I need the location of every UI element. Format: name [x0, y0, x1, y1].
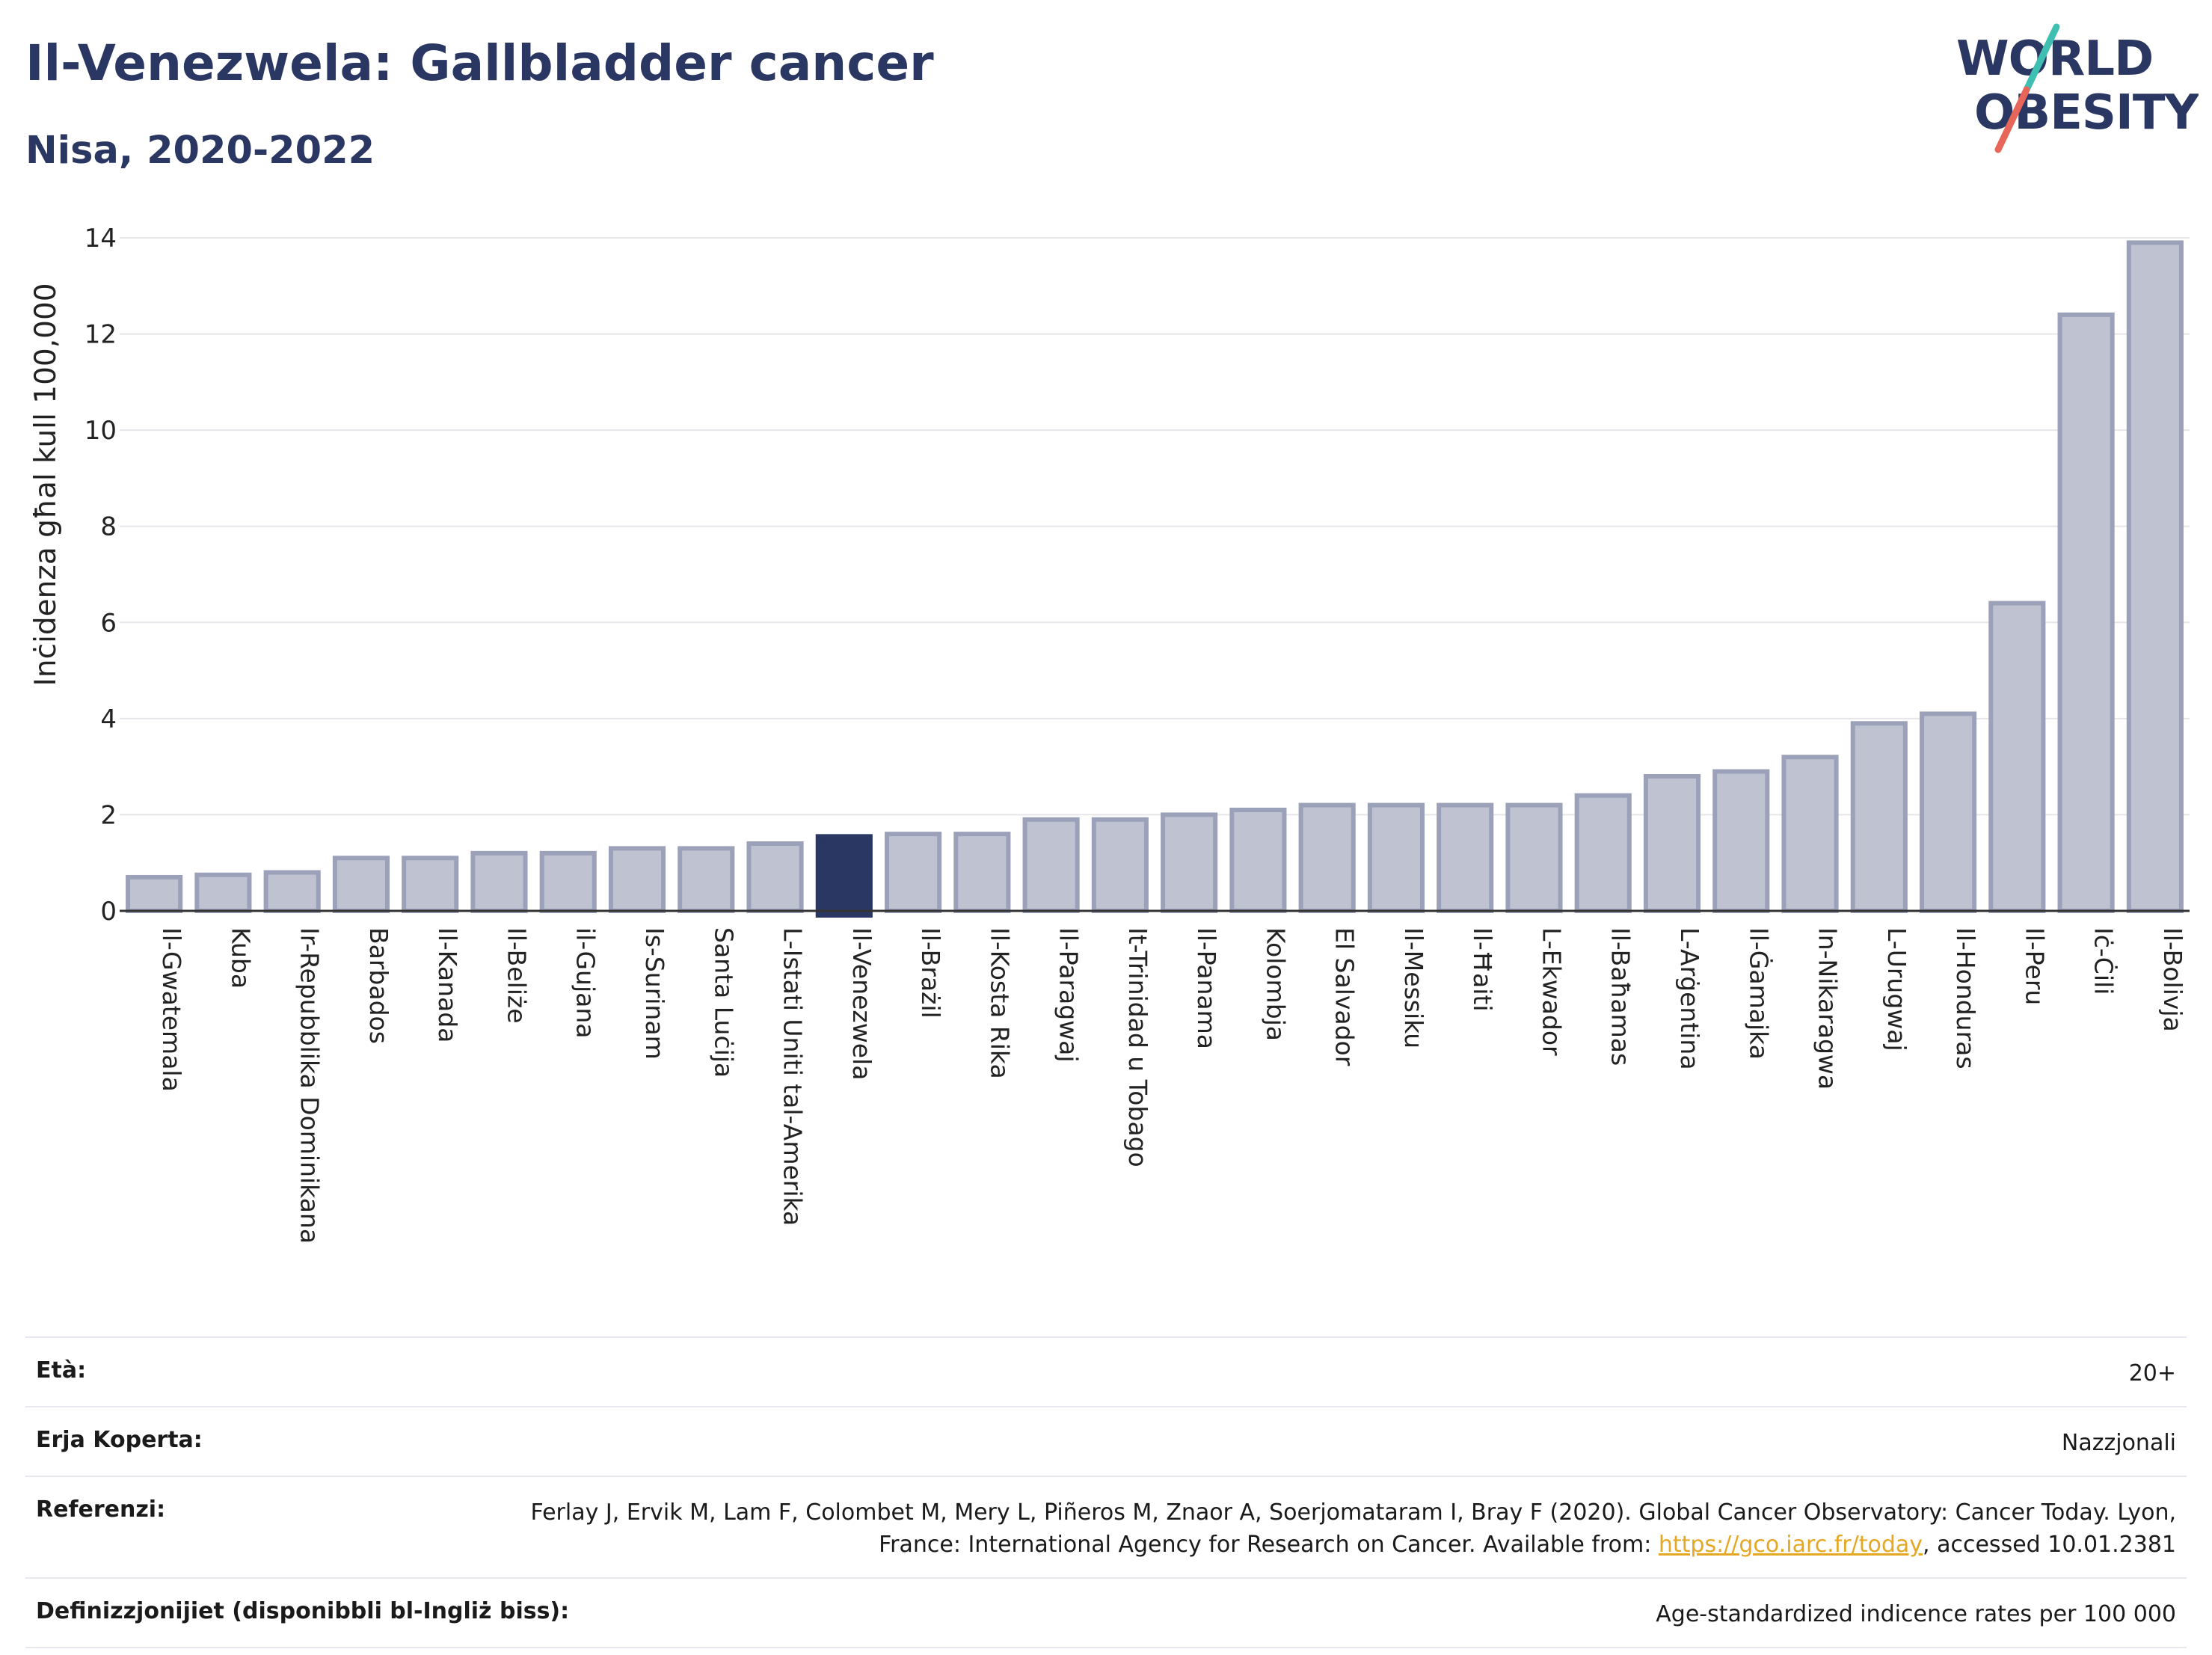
x-tick-label: Il-Panama: [1192, 927, 1221, 1049]
y-tick-label: 10: [85, 416, 117, 446]
x-tick-label: Kuba: [226, 927, 255, 989]
bar-chart: 0 2 4 6 8 10 12 14 Il-Gwatemala Kuba Ir-Repubblik…: [29, 224, 2190, 1244]
definitions-value: Age-standardized indicence rates per 100…: [1656, 1601, 2176, 1627]
references-label: Referenzi:: [36, 1496, 166, 1523]
y-tick-label: 0: [100, 897, 117, 927]
bar: [885, 832, 942, 913]
references-text: Ferlay J, Ervik M, Lam F, Colombet M, Me…: [530, 1499, 2176, 1558]
x-tick-label: It-Trinidad u Tobago: [1123, 927, 1152, 1167]
x-tick-label: Il-Beliże: [502, 927, 531, 1024]
x-axis-labels: Il-Gwatemala Kuba Ir-Repubblika Dominikana…: [157, 927, 2187, 1244]
area-label: Erja Koperta:: [36, 1427, 203, 1453]
bar: [1712, 769, 1770, 913]
y-tick-label: 12: [85, 320, 117, 350]
x-tick-label: Il-Bolivja: [2158, 927, 2187, 1032]
x-tick-label: Il-Messiku: [1399, 927, 1428, 1048]
page-title: Il-Venezwela: Gallbladder cancer: [25, 34, 934, 92]
x-tick-label: L-Istati Uniti tal-Amerika: [778, 927, 808, 1226]
references-link[interactable]: https://gco.iarc.fr/today: [1658, 1532, 1923, 1558]
logo-line2: OBESITY: [1974, 85, 2199, 141]
grid-lines: [120, 237, 2190, 816]
bar: [1367, 802, 1425, 913]
definitions-label: Definizzjonijiet (disponibbli bl-Ingliż …: [36, 1598, 570, 1624]
bar: [402, 856, 459, 914]
info-row-area: Erja Koperta: Nazzjonali: [25, 1406, 2187, 1476]
bar: [126, 875, 183, 913]
bar: [539, 850, 597, 914]
bar: [953, 832, 1011, 913]
y-axis-ticks: 0 2 4 6 8 10 12 14: [85, 224, 117, 927]
x-tick-label: Il-Honduras: [1951, 927, 1980, 1069]
area-value: Nazzjonali: [2061, 1430, 2176, 1456]
logo-line1: WORLD: [1956, 31, 2153, 87]
x-tick-label: il-Gujana: [571, 927, 600, 1038]
logo-slash-coral: [1994, 86, 2030, 153]
x-tick-label: Il-Ħaiti: [1468, 927, 1497, 1012]
x-tick-label: Kolombja: [1261, 927, 1290, 1041]
bar: [678, 846, 735, 914]
info-table: Età: 20+ Erja Koperta: Nazzjonali Refere…: [25, 1336, 2187, 1648]
bar: [1161, 812, 1218, 914]
x-tick-label: Barbados: [364, 927, 393, 1044]
bar: [2057, 312, 2115, 914]
x-tick-label: Il-Brażil: [916, 927, 945, 1019]
age-value: 20+: [2128, 1360, 2176, 1387]
bar: [1643, 774, 1701, 913]
y-tick-label: 4: [100, 704, 117, 734]
logo-slash-teal: [2023, 23, 2060, 93]
x-tick-label: Is-Surinam: [640, 927, 669, 1060]
bar: [194, 872, 252, 914]
x-tick-label: Il-Peru: [2020, 927, 2049, 1005]
x-tick-label: L-Arġentina: [1675, 927, 1704, 1070]
world-obesity-logo: WORLD OBESITY: [1956, 23, 2199, 153]
x-tick-label: In-Nikaragwa: [1813, 927, 1843, 1090]
bar: [608, 846, 666, 914]
bar: [1988, 601, 2046, 913]
x-tick-label: Ir-Repubblika Dominikana: [295, 927, 325, 1244]
bar: [1229, 808, 1287, 913]
x-tick-label: L-Urugwaj: [1882, 927, 1911, 1051]
info-row-references: Referenzi: Ferlay J, Ervik M, Lam F, Col…: [25, 1476, 2187, 1577]
y-tick-label: 6: [100, 608, 117, 638]
bar: [1091, 817, 1149, 914]
bar: [1781, 755, 1839, 913]
x-tick-label: Il-Kosta Rika: [985, 927, 1014, 1079]
references-value: Ferlay J, Ervik M, Lam F, Colombet M, Me…: [456, 1496, 2176, 1561]
info-row-definitions: Definizzjonijiet (disponibbli bl-Ingliż …: [25, 1577, 2187, 1648]
page-subtitle: Nisa, 2020-2022: [25, 129, 375, 173]
x-tick-label: Il-Paragwaj: [1054, 927, 1084, 1063]
y-tick-label: 2: [100, 800, 117, 830]
age-label: Età:: [36, 1357, 87, 1384]
x-tick-label: Il-Ġamajka: [1744, 927, 1774, 1060]
bar: [746, 841, 804, 913]
x-tick-label: Il-Kanada: [433, 927, 462, 1043]
bar: [1850, 721, 1908, 913]
bar: [1437, 802, 1494, 913]
x-tick-label: Santa Luċija: [709, 927, 738, 1078]
x-tick-label: Il-Gwatemala: [157, 927, 186, 1092]
x-tick-label: Iċ-Ċili: [2089, 927, 2119, 995]
x-tick-label: Il-Baħamas: [1606, 927, 1635, 1066]
y-tick-label: 8: [100, 512, 117, 542]
y-axis-title: Inċidenza għal kull 100,000: [29, 283, 63, 686]
info-row-age: Età: 20+: [25, 1336, 2187, 1406]
bar: [1298, 802, 1356, 913]
bar: [332, 856, 390, 914]
bar: [1920, 711, 1977, 914]
bar: [1574, 793, 1632, 913]
x-tick-label: L-Ekwador: [1537, 927, 1566, 1056]
bar: [263, 870, 321, 913]
x-tick-label: Il-Venezwela: [847, 927, 876, 1080]
references-accessed: , accessed 10.01.2381: [1923, 1532, 2176, 1558]
bar: [1505, 802, 1563, 913]
bar: [470, 850, 528, 914]
bar: [815, 834, 873, 918]
x-tick-label: El Salvador: [1330, 927, 1360, 1066]
bar: [1022, 817, 1080, 914]
y-tick-label: 14: [85, 224, 117, 254]
bar: [2126, 240, 2184, 913]
